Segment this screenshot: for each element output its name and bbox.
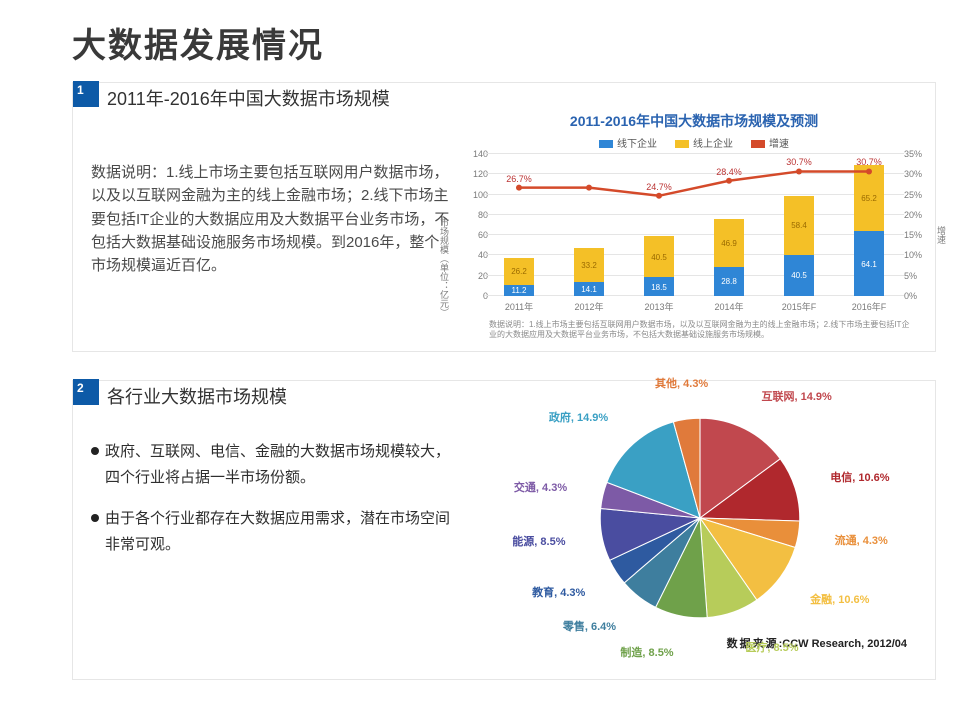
growth-label: 24.7% xyxy=(646,182,672,192)
pie-svg xyxy=(595,413,805,623)
panel-heading: 2011年-2016年中国大数据市场规模 xyxy=(107,85,390,111)
growth-line xyxy=(484,154,904,296)
y-tick-right: 25% xyxy=(904,190,922,200)
panel-heading: 各行业大数据市场规模 xyxy=(107,383,287,409)
chart-title: 2011-2016年中国大数据市场规模及预测 xyxy=(459,111,929,131)
pie-label: 互联网, 14.9% xyxy=(762,388,832,404)
y-tick-right: 30% xyxy=(904,169,922,179)
chart-footnote: 数据说明：1.线上市场主要包括互联网用户数据市场，以及以互联网金融为主的线上金融… xyxy=(489,320,917,341)
y-axis-right-label: 增速 xyxy=(935,226,948,244)
pie-label: 医疗, 8.5% xyxy=(745,639,798,655)
legend-item: 增速 xyxy=(751,135,789,150)
pie-label: 零售, 6.4% xyxy=(563,618,616,634)
y-axis-right: 0%5%10%15%20%25%30%35% xyxy=(904,154,932,296)
bullet-dot-icon xyxy=(91,514,99,522)
page-title: 大数据发展情况 xyxy=(72,18,324,67)
x-axis-labels: 2011年2012年2013年2014年2015年F2016年F xyxy=(484,300,904,314)
y-tick-right: 15% xyxy=(904,230,922,240)
legend-swatch xyxy=(599,140,613,148)
growth-label: 26.7% xyxy=(506,174,532,184)
pie-label: 制造, 8.5% xyxy=(620,644,673,660)
plot-area: 26.211.233.214.140.518.546.928.858.440.5… xyxy=(484,154,904,296)
pie-wrap: 数据来源:CCW Research, 2012/04 互联网, 14.9%电信,… xyxy=(485,393,915,653)
bullet-text: 政府、互联网、电信、金融的大数据市场规模较大，四个行业将占据一半市场份额。 xyxy=(105,439,451,490)
chart-legend: 线下企业 线上企业 增速 xyxy=(459,135,929,150)
pie-label: 能源, 8.5% xyxy=(512,533,565,549)
panel-market-scale: 1 2011年-2016年中国大数据市场规模 数据说明：1.线上市场主要包括互联… xyxy=(72,82,936,352)
legend-item: 线下企业 xyxy=(599,135,657,150)
panel-industry-pie: 2 各行业大数据市场规模 政府、互联网、电信、金融的大数据市场规模较大，四个行业… xyxy=(72,380,936,680)
y-tick-right: 10% xyxy=(904,250,922,260)
legend-swatch xyxy=(675,140,689,148)
pie-label: 政府, 14.9% xyxy=(549,409,608,425)
x-label: 2014年 xyxy=(694,300,764,314)
y-tick-right: 5% xyxy=(904,271,917,281)
bullet-text: 由于各个行业都存在大数据应用需求，潜在市场空间非常可观。 xyxy=(105,506,451,557)
chart-plot-area: 市场规模（单位：亿元） 增速 020406080100120140 0%5%10… xyxy=(484,154,904,314)
panel-bullets: 政府、互联网、电信、金融的大数据市场规模较大，四个行业将占据一半市场份额。由于各… xyxy=(91,439,451,573)
x-label: 2015年F xyxy=(764,300,834,314)
bullet-item: 政府、互联网、电信、金融的大数据市场规模较大，四个行业将占据一半市场份额。 xyxy=(91,439,451,490)
pie-label: 电信, 10.6% xyxy=(830,469,889,485)
pie-label: 流通, 4.3% xyxy=(835,532,888,548)
panel-description: 数据说明：1.线上市场主要包括互联网用户数据市场，以及以互联网金融为主的线上金融… xyxy=(91,161,451,277)
y-tick-right: 0% xyxy=(904,291,917,301)
pie-label: 其他, 4.3% xyxy=(655,375,708,391)
growth-label: 28.4% xyxy=(716,167,742,177)
bullet-item: 由于各个行业都存在大数据应用需求，潜在市场空间非常可观。 xyxy=(91,506,451,557)
x-label: 2012年 xyxy=(554,300,624,314)
y-tick-right: 20% xyxy=(904,210,922,220)
x-label: 2013年 xyxy=(624,300,694,314)
x-label: 2016年F xyxy=(834,300,904,314)
pie-chart: 数据来源:CCW Research, 2012/04 互联网, 14.9%电信,… xyxy=(485,393,915,673)
x-label: 2011年 xyxy=(484,300,554,314)
pie-label: 金融, 10.6% xyxy=(810,591,869,607)
pie-label: 教育, 4.3% xyxy=(532,584,585,600)
growth-label: 30.7% xyxy=(856,157,882,167)
y-tick-right: 35% xyxy=(904,149,922,159)
panel-number-badge: 2 xyxy=(73,379,99,405)
pie-label: 交通, 4.3% xyxy=(514,479,567,495)
growth-label: 30.7% xyxy=(786,157,812,167)
bullet-dot-icon xyxy=(91,447,99,455)
legend-swatch xyxy=(751,140,765,148)
panel-number-badge: 1 xyxy=(73,81,99,107)
bar-line-chart: 2011-2016年中国大数据市场规模及预测 线下企业 线上企业 增速 市场规模（单… xyxy=(459,111,929,341)
legend-item: 线上企业 xyxy=(675,135,733,150)
y-axis-left-label: 市场规模（单位：亿元） xyxy=(438,218,451,314)
